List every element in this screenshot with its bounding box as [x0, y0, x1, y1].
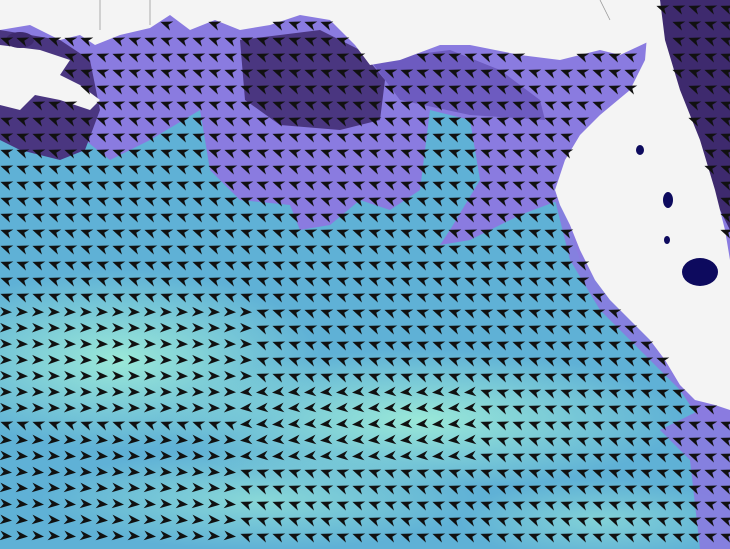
land — [0, 45, 100, 110]
lake — [663, 192, 673, 208]
land — [555, 0, 730, 410]
border — [99, 0, 611, 30]
swell-zone — [40, 450, 480, 549]
land — [0, 0, 655, 65]
wind-arrows — [0, 5, 730, 543]
lake — [664, 236, 670, 244]
swell-zone — [460, 480, 730, 549]
lake — [682, 258, 718, 286]
lake — [636, 145, 644, 155]
